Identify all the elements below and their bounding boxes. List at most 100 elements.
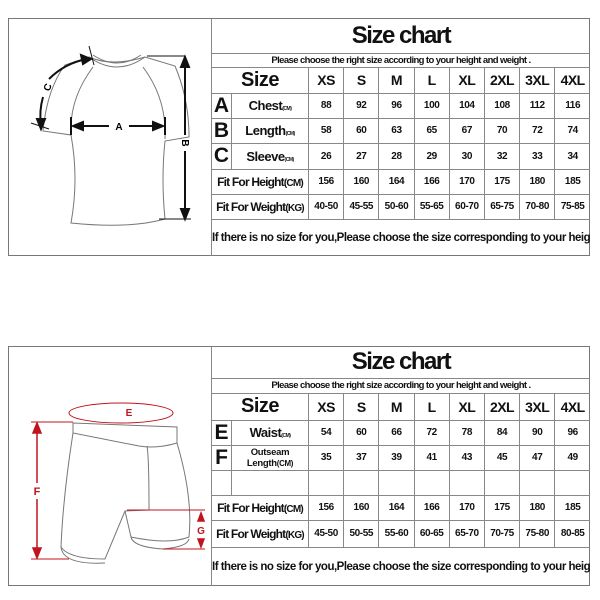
measurement-value: 70: [483, 117, 521, 144]
height-value: 170: [448, 494, 485, 521]
fit-height-label: Fit For Height(CM): [211, 168, 309, 195]
size-note: If there is no size for you,Please choos…: [211, 546, 590, 586]
title-row: Size chart: [211, 347, 590, 379]
measurement-value: [448, 469, 485, 496]
measurement-letter: C: [211, 142, 232, 170]
measurement-label: Sleeve(CM): [231, 142, 309, 170]
weight-value: 55-65: [413, 193, 450, 220]
height-value: 180: [519, 494, 556, 521]
weight-value: 45-50: [307, 519, 345, 548]
measurement-value: 33: [519, 142, 556, 170]
measurement-value: 60: [343, 117, 380, 144]
measurement-value: 26: [307, 142, 345, 170]
measurement-value: 34: [554, 142, 590, 170]
measurement-value: 100: [413, 92, 450, 119]
height-value: 175: [483, 168, 521, 195]
measurement-value: 72: [413, 419, 450, 446]
measurement-value: 74: [554, 117, 590, 144]
measurement-value: 88: [307, 92, 345, 119]
size-column-header: 2XL: [483, 66, 521, 94]
measurement-value: 104: [448, 92, 485, 119]
size-header-row: Size XS S M L XL 2XL 3XL 4XL: [211, 66, 590, 94]
size-column-header: L: [413, 392, 450, 421]
weight-row: Fit For Weight(KG) 40-50 45-55 50-60 55-65 60…: [211, 193, 590, 220]
measurement-label: Waist(CM): [231, 419, 309, 446]
height-value: 175: [483, 494, 521, 521]
row-label: Fit For Weight: [216, 526, 286, 541]
size-header-row: Size XS S M L XL 2XL 3XL 4XL: [211, 392, 590, 421]
fit-weight-label: Fit For Weight(KG): [211, 519, 309, 548]
measurement-label: Outseam Length(CM): [231, 444, 309, 471]
unit-label: (CM): [283, 177, 304, 189]
size-column-header: M: [378, 392, 415, 421]
subtitle-row: Please choose the right size according t…: [211, 52, 590, 68]
measurement-value: 84: [483, 419, 521, 446]
measurement-value: 112: [519, 92, 556, 119]
height-value: 160: [343, 168, 380, 195]
measurement-value: 45: [483, 444, 521, 471]
measurement-value: 63: [378, 117, 415, 144]
measurement-value: 66: [378, 419, 415, 446]
height-value: 164: [378, 494, 415, 521]
fit-height-label: Fit For Height(CM): [211, 494, 309, 521]
measurement-value: 67: [448, 117, 485, 144]
measurement-row: C Sleeve(CM) 26 27 28 29 30 32 33 34: [211, 142, 590, 170]
measurement-value: [554, 469, 590, 496]
weight-value: 40-50: [307, 193, 345, 220]
size-header: Size: [211, 66, 309, 94]
shorts-size-panel: E F G Size chart Please choose the right …: [8, 346, 590, 586]
note-row: If there is no size for you,Please choos…: [211, 218, 590, 256]
measurement-value: 32: [483, 142, 521, 170]
dimension-label-g: G: [197, 526, 205, 537]
unit-label: (KG): [285, 529, 304, 541]
weight-value: 70-80: [519, 193, 556, 220]
weight-value: 65-75: [483, 193, 521, 220]
row-label: Waist: [249, 425, 282, 440]
measurement-letter: B: [211, 117, 232, 144]
weight-value: 50-60: [378, 193, 415, 220]
measurement-value: 30: [448, 142, 485, 170]
measurement-value: 72: [519, 117, 556, 144]
row-label: Length: [245, 123, 286, 138]
dimension-label-b: B: [179, 139, 190, 146]
measurement-value: [343, 469, 380, 496]
measurement-row: [211, 469, 590, 496]
weight-value: 70-75: [483, 519, 521, 548]
unit-label: (CM): [276, 458, 294, 468]
size-column-header: 2XL: [483, 392, 521, 421]
row-label: Outseam Length: [246, 446, 290, 469]
chart-title: Size chart: [211, 347, 590, 379]
size-column-header: XL: [448, 392, 485, 421]
weight-value: 50-55: [343, 519, 380, 548]
unit-label: (CM): [284, 156, 295, 163]
weight-value: 65-70: [448, 519, 485, 548]
row-label: Sleeve: [246, 148, 285, 164]
size-column-header: 4XL: [554, 66, 590, 94]
weight-value: 55-60: [378, 519, 415, 548]
height-value: 156: [307, 494, 345, 521]
height-value: 166: [413, 494, 450, 521]
measurement-value: 27: [343, 142, 380, 170]
weight-row: Fit For Weight(KG) 45-50 50-55 55-60 60-65 65…: [211, 519, 590, 548]
height-value: 170: [448, 168, 485, 195]
measurement-value: 29: [413, 142, 450, 170]
measurement-value: 92: [343, 92, 380, 119]
size-note: If there is no size for you,Please choos…: [211, 218, 590, 256]
weight-value: 45-55: [343, 193, 380, 220]
size-column-header: S: [343, 66, 380, 94]
unit-label: (CM): [283, 503, 304, 515]
measurement-value: 54: [307, 419, 345, 446]
measurement-row: B Length(CM) 58 60 63 65 67 70 72 74: [211, 117, 590, 144]
unit-label: (CM): [282, 106, 292, 112]
shirt-diagram: A B C: [9, 19, 212, 255]
dimension-label-e: E: [126, 408, 133, 419]
shorts-diagram: E F G: [9, 347, 212, 585]
measurement-value: 28: [378, 142, 415, 170]
row-label: Chest: [248, 98, 283, 113]
dimension-label-a: A: [115, 122, 122, 133]
row-label: Fit For Height: [217, 500, 285, 515]
height-value: 160: [343, 494, 380, 521]
chart-subtitle: Please choose the right size according t…: [211, 377, 590, 394]
dimension-label-f: F: [34, 486, 41, 498]
row-label: Fit For Height: [217, 174, 285, 189]
